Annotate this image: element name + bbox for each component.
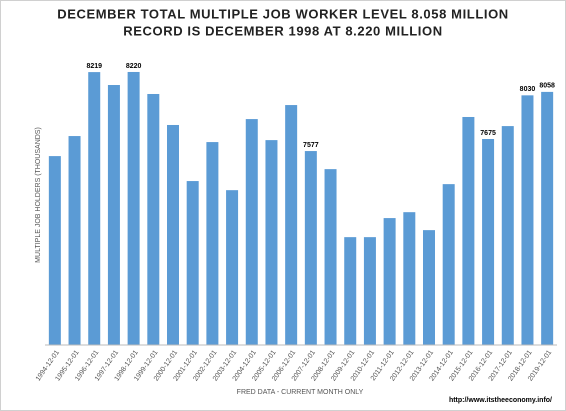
bar bbox=[403, 212, 416, 345]
bar bbox=[482, 139, 495, 345]
bar bbox=[167, 124, 179, 345]
x-axis-label: FRED DATA - CURRENT MONTH ONLY bbox=[237, 389, 364, 396]
bar bbox=[344, 237, 357, 345]
bar bbox=[324, 169, 337, 345]
bar bbox=[265, 140, 278, 345]
bar bbox=[423, 230, 435, 345]
bar bbox=[285, 105, 298, 345]
bar bbox=[127, 71, 140, 346]
bar bbox=[206, 142, 219, 345]
bar bbox=[68, 136, 81, 345]
source: http://www.itstheeconomy.info/ bbox=[449, 397, 552, 404]
value-label: 7675 bbox=[480, 130, 496, 137]
bar bbox=[107, 85, 120, 346]
bar bbox=[363, 237, 376, 345]
chart-title: DECEMBER TOTAL MULTIPLE JOB WORKER LEVEL… bbox=[57, 6, 509, 21]
value-label: 8030 bbox=[520, 86, 536, 93]
value-label: 7577 bbox=[303, 142, 319, 149]
value-label: 8219 bbox=[86, 63, 102, 70]
bar bbox=[245, 119, 258, 345]
bar bbox=[521, 95, 534, 345]
bar bbox=[186, 181, 199, 345]
y-axis-label: MULTIPLE JOB HOLDERS (THOUSANDS) bbox=[35, 127, 42, 263]
bar bbox=[541, 91, 554, 345]
bar bbox=[147, 93, 160, 345]
chart-title: RECORD IS DECEMBER 1998 AT 8.220 MILLION bbox=[123, 23, 442, 38]
bar bbox=[383, 218, 396, 345]
bar bbox=[48, 156, 61, 345]
bar bbox=[501, 126, 514, 345]
bar bbox=[88, 72, 101, 346]
value-label: 8220 bbox=[126, 63, 142, 70]
bar bbox=[226, 190, 239, 345]
bar bbox=[442, 184, 455, 345]
value-label: 8058 bbox=[539, 83, 555, 90]
bar bbox=[304, 151, 317, 345]
bar bbox=[462, 116, 475, 345]
